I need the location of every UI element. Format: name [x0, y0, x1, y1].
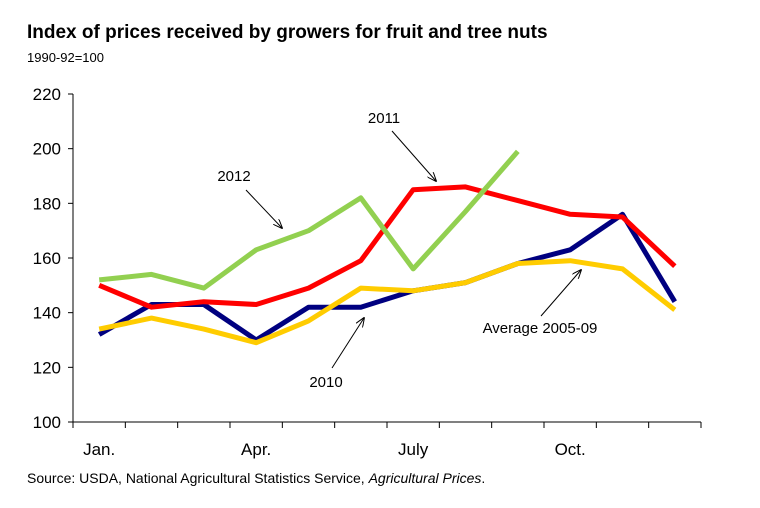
- annotation-arrow-2011: [391, 130, 436, 181]
- y-tick-label: 120: [33, 358, 61, 377]
- series-line-2012: [98, 149, 520, 291]
- x-tick-label: Apr.: [241, 440, 271, 459]
- annotation-arrow-average-2005-09: [540, 270, 581, 317]
- y-tick-label: 180: [33, 194, 61, 213]
- y-tick-label: 200: [33, 140, 61, 159]
- x-tick-label: July: [398, 440, 429, 459]
- source-note: Source: USDA, National Agricultural Stat…: [27, 470, 485, 486]
- source-suffix: .: [481, 470, 486, 486]
- annotation-arrow-2012: [245, 189, 282, 228]
- y-tick-label: 160: [33, 249, 61, 268]
- chart-subtitle: 1990-92=100: [27, 50, 104, 65]
- chart-title: Index of prices received by growers for …: [27, 22, 548, 43]
- annotation-label-2011: 2011: [368, 110, 400, 127]
- source-text: Source: USDA, National Agricultural Stat…: [27, 470, 369, 486]
- annotation-arrow-2010: [331, 318, 364, 369]
- x-tick-label: Oct.: [555, 440, 586, 459]
- y-tick-label: 220: [33, 85, 61, 104]
- y-tick-label: 140: [33, 304, 61, 323]
- annotation-label-average-2005-09: Average 2005-09: [483, 320, 598, 337]
- annotation-label-2012: 2012: [217, 168, 250, 185]
- y-tick-label: 100: [33, 413, 61, 432]
- source-publication: Agricultural Prices: [368, 470, 482, 486]
- series-line-average-2005-09: [98, 258, 677, 346]
- series-line-2011: [98, 184, 677, 310]
- x-tick-label: Jan.: [83, 440, 115, 459]
- annotation-label-2010: 2010: [309, 374, 342, 391]
